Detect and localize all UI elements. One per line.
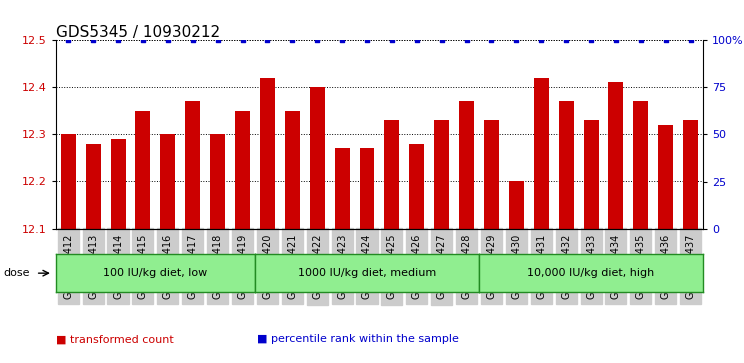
Bar [135,111,150,229]
Bar [409,144,424,229]
Bar [235,111,250,229]
Text: 1000 IU/kg diet, medium: 1000 IU/kg diet, medium [298,268,436,278]
Point [560,37,572,43]
Point [212,37,224,43]
Bar [335,148,350,229]
Text: 10,000 IU/kg diet, high: 10,000 IU/kg diet, high [527,268,655,278]
Point [684,37,696,43]
Bar [285,111,300,229]
Bar [86,144,100,229]
Bar [434,120,449,229]
Bar [260,78,275,229]
Point [336,37,348,43]
Point [361,37,373,43]
Bar [210,134,225,229]
Point [237,37,248,43]
Bar [583,120,598,229]
Point [411,37,423,43]
Text: dose: dose [4,268,31,278]
Bar [161,134,176,229]
Bar [509,182,524,229]
Bar [111,139,126,229]
Bar [484,120,499,229]
Point [137,37,149,43]
Bar [61,134,76,229]
Bar [533,78,549,229]
Point [635,37,647,43]
Point [62,37,74,43]
Point [386,37,398,43]
Point [610,37,622,43]
Point [112,37,124,43]
Bar [385,120,400,229]
Bar [185,101,200,229]
Point [162,37,174,43]
Text: ■ transformed count: ■ transformed count [56,334,173,344]
Point [660,37,672,43]
Text: 100 IU/kg diet, low: 100 IU/kg diet, low [103,268,208,278]
Point [311,37,323,43]
Bar [658,125,673,229]
Point [510,37,522,43]
Point [261,37,273,43]
Bar [310,87,324,229]
Point [87,37,99,43]
Point [536,37,548,43]
Bar [609,82,623,229]
Point [436,37,448,43]
Point [187,37,199,43]
Point [486,37,498,43]
Bar [633,101,648,229]
Text: ■ percentile rank within the sample: ■ percentile rank within the sample [257,334,458,344]
Point [286,37,298,43]
Bar [559,101,574,229]
Point [585,37,597,43]
Bar [459,101,474,229]
Bar [683,120,698,229]
Point [461,37,472,43]
Bar [359,148,374,229]
Text: GDS5345 / 10930212: GDS5345 / 10930212 [56,25,220,40]
